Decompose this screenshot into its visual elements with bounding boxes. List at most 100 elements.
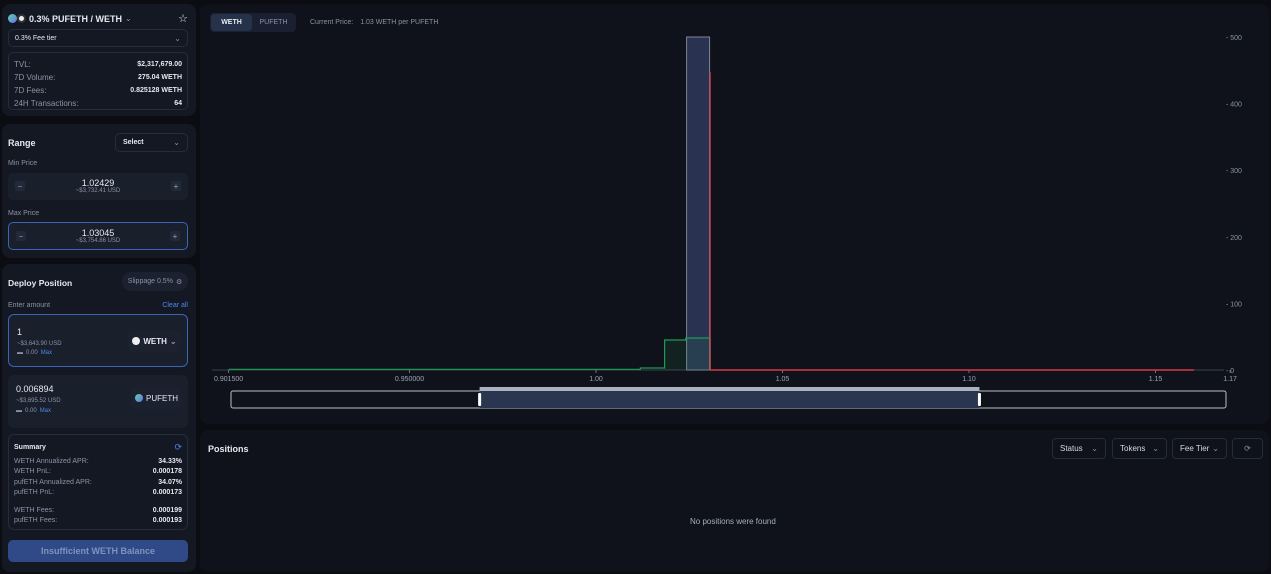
x-tick-label: 0.901500 bbox=[214, 376, 243, 383]
refresh-icon[interactable]: ⟳ bbox=[174, 441, 182, 452]
brush-handle[interactable] bbox=[977, 393, 981, 406]
min-price-label: Min Price bbox=[8, 160, 38, 167]
token-b-selector[interactable]: PUFETH bbox=[131, 387, 182, 409]
max-price-label: Max Price bbox=[8, 210, 40, 217]
liquidity-chart[interactable]: 0.901500 0.950000 1.00 1.05 1.10 1.15 1.17- 0 -… bbox=[0, 0, 1271, 420]
x-tick-label: 1.10 bbox=[962, 376, 976, 383]
summary-box: Summary ⟳ WETH Annualized APR: 34.33% WETH… bbox=[8, 434, 188, 530]
x-tick-label: 1.17 bbox=[1223, 376, 1237, 383]
max-price-usd: ~$3,754.86 USD bbox=[75, 238, 121, 244]
token-b-symbol: PUFETH bbox=[146, 393, 178, 403]
y-tick-label: - 100 bbox=[1226, 301, 1242, 308]
pool-title[interactable]: 0.3% PUFETH / WETH bbox=[29, 13, 123, 24]
summary-label: WETH Annualized APR: bbox=[14, 457, 89, 465]
deploy-title: Deploy Position bbox=[8, 278, 73, 288]
chevron-down-icon: ⌄ bbox=[174, 33, 181, 43]
summary-label: pufETH Fees: bbox=[14, 517, 58, 525]
wallet-icon: ▬ bbox=[16, 408, 22, 414]
filter-label: Fee Tier bbox=[1180, 444, 1210, 453]
liquidity-bar bbox=[664, 340, 686, 370]
slippage-button[interactable]: Slippage 0.5% ⚙ bbox=[122, 272, 188, 291]
pufeth-token-icon bbox=[8, 14, 17, 23]
token-b-input[interactable]: 0.006894 ~$3,695.52 USD ▬ 0.00 Max PUFETH bbox=[8, 375, 188, 428]
max-price-value[interactable]: 1.03045 bbox=[81, 228, 115, 238]
chevron-down-icon: ⌄ bbox=[1212, 444, 1219, 453]
stat-value: 0.825128 WETH bbox=[130, 87, 182, 94]
current-price-value: 1.03 WETH per PUFETH bbox=[360, 19, 439, 26]
positions-panel: Positions No positions were found bbox=[200, 430, 1269, 572]
token-a-balance: 0.00 bbox=[26, 350, 38, 356]
chart-panel: WETH PUFETH Current Price: 1.03 WETH per … bbox=[200, 4, 1269, 424]
summary-label: WETH Fees: bbox=[14, 506, 55, 514]
token-b-max-button[interactable]: Max bbox=[39, 408, 52, 414]
empty-state: No positions were found bbox=[690, 517, 776, 526]
star-icon[interactable]: ☆ bbox=[178, 13, 188, 25]
min-price-value[interactable]: 1.02429 bbox=[81, 178, 115, 188]
token-a-usd: ~$3,643.90 USD bbox=[17, 341, 62, 347]
summary-value: 34.07% bbox=[158, 478, 182, 486]
chevron-down-icon[interactable]: ⌄ bbox=[125, 14, 132, 23]
token-a-input[interactable]: 1 ~$3,643.90 USD ▬ 0.00 Max WETH ⌄ bbox=[8, 314, 188, 367]
range-select[interactable]: Select ⌄ bbox=[115, 133, 188, 152]
fee-tier-dropdown[interactable]: 0.3% Fee tier ⌄ bbox=[8, 29, 188, 47]
x-tick-label: 1.15 bbox=[1149, 376, 1163, 383]
y-tick-label: - 200 bbox=[1226, 235, 1242, 242]
refresh-icon: ⟳ bbox=[1244, 444, 1251, 453]
summary-value: 0.000199 bbox=[152, 506, 182, 514]
submit-button[interactable]: Insufficient WETH Balance bbox=[8, 540, 188, 562]
tab-pufeth[interactable]: PUFETH bbox=[259, 19, 288, 26]
token-b-amount[interactable]: 0.006894 bbox=[16, 384, 54, 394]
deploy-card: Deploy Position Slippage 0.5% ⚙ Enter amo… bbox=[2, 264, 196, 572]
token-a-amount[interactable]: 1 bbox=[17, 327, 23, 337]
gear-icon: ⚙ bbox=[175, 278, 183, 286]
min-price-input[interactable]: − 1.02429 ~$3,732.41 USD + bbox=[8, 173, 188, 200]
decrease-max-button[interactable]: − bbox=[16, 231, 26, 241]
liquidity-bar bbox=[685, 338, 711, 370]
weth-token-icon bbox=[132, 337, 141, 345]
summary-value: 34.33% bbox=[158, 457, 182, 465]
min-price-usd: ~$3,732.41 USD bbox=[75, 188, 121, 194]
chevron-down-icon: ⌄ bbox=[1091, 444, 1098, 453]
token-a-selector[interactable]: WETH ⌄ bbox=[128, 330, 181, 352]
x-tick-label: 1.05 bbox=[776, 376, 790, 383]
summary-label: pufETH PnL: bbox=[14, 489, 55, 497]
increase-max-button[interactable]: + bbox=[170, 231, 180, 241]
stat-label: 7D Volume: bbox=[14, 73, 56, 82]
tokens-filter[interactable]: Tokens ⌄ bbox=[1112, 438, 1167, 459]
stat-value: 64 bbox=[174, 100, 182, 107]
max-price-input[interactable]: − 1.03045 ~$3,754.86 USD + bbox=[8, 222, 188, 250]
tab-weth[interactable]: WETH bbox=[211, 14, 252, 31]
y-tick-label: - 400 bbox=[1226, 102, 1242, 109]
stat-label: TVL: bbox=[14, 60, 31, 69]
brush-selection bbox=[479, 391, 980, 408]
status-filter[interactable]: Status ⌄ bbox=[1052, 438, 1106, 459]
slippage-value: Slippage 0.5% bbox=[127, 278, 173, 285]
fee-tier-value: 0.3% Fee tier bbox=[15, 34, 57, 42]
clear-all-link[interactable]: Clear all bbox=[162, 302, 188, 309]
summary-value: 0.000173 bbox=[152, 489, 182, 497]
pool-stats: TVL: $2,317,679.00 7D Volume: 275.04 WETH … bbox=[8, 52, 188, 110]
increase-min-button[interactable]: + bbox=[171, 181, 181, 191]
summary-title: Summary bbox=[14, 443, 46, 451]
enter-amount-label: Enter amount bbox=[8, 302, 51, 309]
current-price-label: Current Price: bbox=[310, 19, 354, 26]
y-tick-label: - 300 bbox=[1226, 168, 1242, 175]
pool-card: 0.3% PUFETH / WETH ⌄ ☆ 0.3% Fee tier ⌄ TV… bbox=[2, 4, 196, 116]
token-a-max-button[interactable]: Max bbox=[40, 350, 53, 356]
filter-label: Tokens bbox=[1120, 444, 1146, 453]
y-tick-label: - 0 bbox=[1226, 368, 1234, 375]
refresh-positions-button[interactable]: ⟳ bbox=[1232, 438, 1263, 459]
token-b-balance: 0.00 bbox=[25, 408, 37, 414]
chevron-down-icon: ⌄ bbox=[1152, 444, 1159, 453]
brush-handle[interactable] bbox=[478, 393, 482, 406]
stat-value: 275.04 WETH bbox=[138, 74, 182, 81]
chevron-down-icon: ⌄ bbox=[169, 336, 177, 346]
range-card: Range Select ⌄ Min Price − 1.02429 ~$3,732… bbox=[2, 124, 196, 258]
decrease-min-button[interactable]: − bbox=[15, 181, 25, 191]
stat-label: 7D Fees: bbox=[14, 86, 47, 95]
range-select-value: Select bbox=[123, 139, 144, 146]
positions-title: Positions bbox=[208, 444, 249, 454]
token-a-symbol: WETH bbox=[143, 336, 167, 346]
filter-label: Status bbox=[1060, 444, 1083, 453]
fee-tier-filter[interactable]: Fee Tier ⌄ bbox=[1172, 438, 1227, 459]
